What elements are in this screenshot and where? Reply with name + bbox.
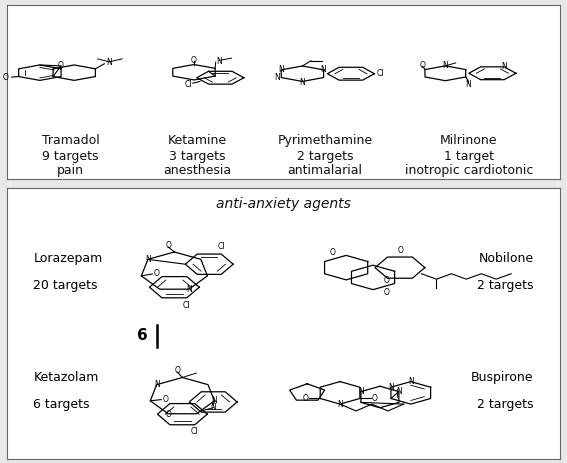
Text: N: N <box>408 377 414 386</box>
Text: 6: 6 <box>137 328 147 343</box>
Text: N: N <box>217 56 222 66</box>
Text: O: O <box>3 73 9 81</box>
Text: O: O <box>165 410 171 419</box>
Text: N: N <box>274 73 280 82</box>
Text: N: N <box>106 58 112 67</box>
Text: O: O <box>383 288 390 297</box>
Text: Cl: Cl <box>191 427 198 436</box>
Text: O: O <box>372 394 378 403</box>
Text: 3 targets: 3 targets <box>170 150 226 163</box>
Text: 1 target: 1 target <box>444 150 494 163</box>
Text: O: O <box>420 61 426 69</box>
Text: 2 targets: 2 targets <box>477 279 534 292</box>
Text: Cl: Cl <box>184 80 192 89</box>
Text: Ketazolam: Ketazolam <box>33 371 99 384</box>
Text: O: O <box>162 395 168 404</box>
Text: N: N <box>337 400 343 408</box>
Text: antimalarial: antimalarial <box>287 164 362 177</box>
Text: Cl: Cl <box>217 242 225 251</box>
Text: O: O <box>57 61 63 70</box>
Text: Pyrimethamine: Pyrimethamine <box>277 134 373 147</box>
Text: Milrinone: Milrinone <box>440 134 498 147</box>
Text: N: N <box>211 396 217 405</box>
Text: N: N <box>278 65 284 75</box>
Text: O: O <box>166 241 171 250</box>
Text: Tramadol: Tramadol <box>41 134 99 147</box>
Text: 2 targets: 2 targets <box>477 399 534 412</box>
Text: N: N <box>465 80 471 89</box>
Text: O: O <box>302 394 308 403</box>
Text: O: O <box>191 56 197 64</box>
Text: O: O <box>153 269 159 278</box>
Text: N: N <box>299 78 305 87</box>
Text: N: N <box>396 387 402 396</box>
Text: N: N <box>154 380 159 389</box>
Text: N: N <box>388 383 394 392</box>
Text: Lorazepam: Lorazepam <box>33 252 103 265</box>
Text: N: N <box>210 403 216 412</box>
Text: Ketamine: Ketamine <box>168 134 227 147</box>
Text: 6 targets: 6 targets <box>33 399 90 412</box>
Text: anesthesia: anesthesia <box>164 164 232 177</box>
Text: 9 targets: 9 targets <box>42 150 99 163</box>
Text: N: N <box>501 63 507 71</box>
Text: Cl: Cl <box>183 301 191 310</box>
Text: O: O <box>384 276 390 285</box>
Text: 20 targets: 20 targets <box>33 279 98 292</box>
Text: inotropic cardiotonic: inotropic cardiotonic <box>405 164 533 177</box>
Text: Buspirone: Buspirone <box>471 371 534 384</box>
Text: N: N <box>321 65 327 75</box>
Text: N: N <box>442 61 448 70</box>
Text: N: N <box>358 387 364 396</box>
Text: O: O <box>330 248 336 257</box>
Text: N: N <box>145 255 151 264</box>
Text: pain: pain <box>57 164 84 177</box>
Text: O: O <box>175 366 180 375</box>
Text: Cl: Cl <box>376 69 384 78</box>
Text: 2 targets: 2 targets <box>297 150 353 163</box>
Text: N: N <box>186 285 192 294</box>
Text: anti-anxiety agents: anti-anxiety agents <box>216 197 351 211</box>
Text: Nobilone: Nobilone <box>479 252 534 265</box>
Text: O: O <box>398 246 404 255</box>
